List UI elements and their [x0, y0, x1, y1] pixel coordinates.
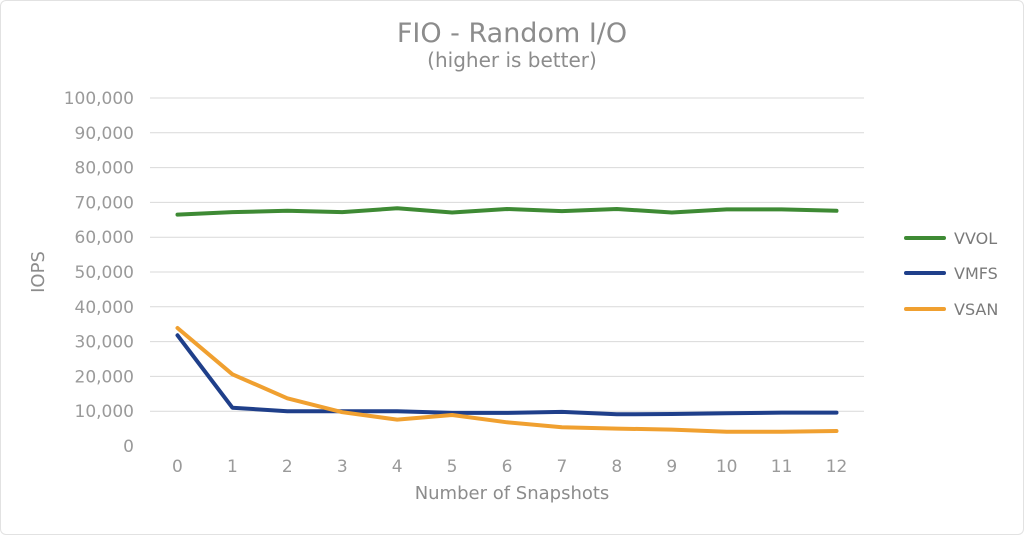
y-tick-label: 0: [123, 437, 134, 457]
y-axis-ticks: 0 10,000 20,000 30,000 40,000 50,000 60,000 70,…: [64, 89, 134, 457]
y-tick-label: 20,000: [75, 367, 134, 387]
x-tick-label: 2: [282, 457, 293, 477]
y-tick-label: 30,000: [75, 333, 134, 353]
series-line-vmfs: [175, 333, 839, 417]
y-axis-label: IOPS: [28, 251, 49, 293]
series-lines: [175, 206, 839, 434]
y-tick-label: 10,000: [75, 402, 134, 422]
chart-title: FIO - Random I/O: [397, 18, 627, 49]
y-tick-label: 50,000: [75, 263, 134, 283]
x-tick-label: 1: [227, 457, 238, 477]
legend-label-vsan: VSAN: [954, 300, 998, 319]
x-tick-label: 4: [392, 457, 403, 477]
x-tick-label: 10: [716, 457, 738, 477]
x-tick-label: 6: [502, 457, 513, 477]
x-tick-label: 9: [666, 457, 677, 477]
gridlines: [150, 97, 864, 412]
x-tick-label: 8: [611, 457, 622, 477]
series-line-vsan: [175, 326, 839, 434]
legend: VVOL VMFS VSAN: [904, 229, 998, 319]
y-tick-label: 100,000: [64, 89, 134, 109]
y-tick-label: 90,000: [75, 124, 134, 144]
x-tick-label: 12: [826, 457, 848, 477]
y-tick-label: 40,000: [75, 298, 134, 318]
legend-label-vmfs: VMFS: [954, 264, 998, 283]
y-tick-label: 60,000: [75, 228, 134, 248]
x-tick-label: 0: [172, 457, 183, 477]
series-line-vvol: [175, 206, 839, 217]
chart-subtitle: (higher is better): [427, 48, 597, 72]
y-tick-label: 80,000: [75, 159, 134, 179]
x-tick-label: 11: [771, 457, 793, 477]
x-axis-ticks: 0 1 2 3 4 5 6 7 8 9 10 11 12: [172, 457, 847, 477]
x-axis-label: Number of Snapshots: [415, 483, 610, 504]
x-tick-label: 7: [557, 457, 568, 477]
legend-label-vvol: VVOL: [954, 229, 997, 248]
y-tick-label: 70,000: [75, 193, 134, 213]
x-tick-label: 3: [337, 457, 348, 477]
x-tick-label: 5: [447, 457, 458, 477]
